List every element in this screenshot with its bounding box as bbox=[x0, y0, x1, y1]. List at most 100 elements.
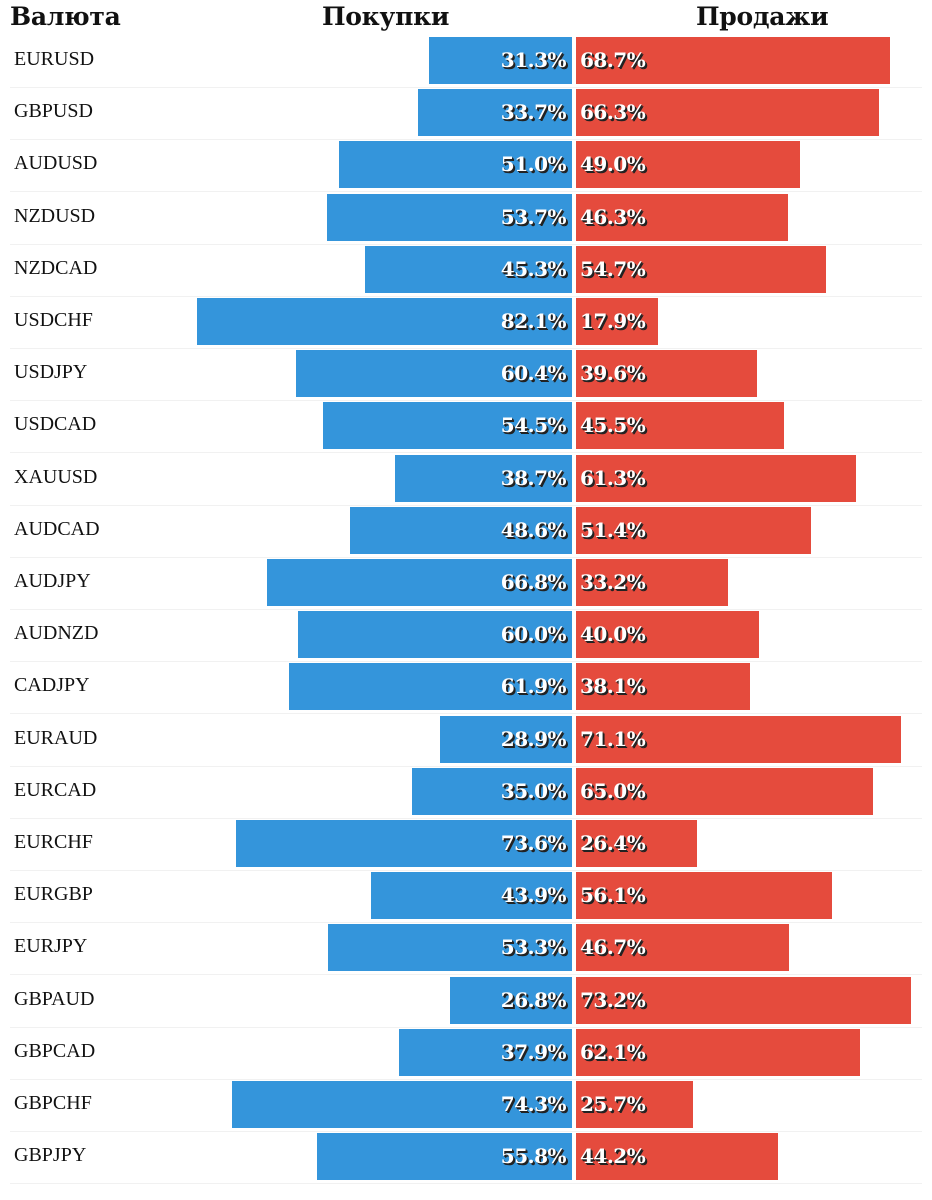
buy-value-label: 54.5% bbox=[500, 413, 567, 438]
sell-bar bbox=[576, 924, 790, 972]
sell-bar bbox=[576, 976, 911, 1024]
buy-value-label: 53.7% bbox=[500, 204, 567, 229]
buy-bar bbox=[412, 767, 572, 815]
buy-bar bbox=[326, 193, 572, 241]
row-divider bbox=[10, 452, 922, 454]
sell-value-label: 62.1% bbox=[580, 1039, 646, 1064]
buy-value-label: 28.9% bbox=[500, 726, 567, 751]
table-row: GBPJPY 55.8% 44.2% bbox=[0, 1132, 932, 1185]
row-divider bbox=[10, 556, 922, 558]
buy-value-label: 61.9% bbox=[500, 674, 567, 699]
column-header-currency: Валюта bbox=[10, 2, 121, 31]
buy-value-label: 45.3% bbox=[500, 256, 567, 281]
currency-pair-label: USDJPY bbox=[14, 361, 88, 384]
currency-pair-label: AUDUSD bbox=[14, 152, 98, 175]
currency-pair-label: NZDUSD bbox=[14, 204, 96, 227]
row-divider bbox=[10, 87, 922, 88]
sell-bar bbox=[576, 350, 757, 398]
table-row: EURCAD 35.0% 65.0% bbox=[0, 767, 932, 819]
currency-pair-label: GBPJPY bbox=[14, 1144, 87, 1167]
sell-value-label: 61.3% bbox=[580, 465, 646, 490]
buy-bar bbox=[289, 663, 572, 711]
row-divider bbox=[10, 400, 922, 402]
sell-value-label: 45.5% bbox=[580, 413, 646, 438]
buy-value-label: 66.8% bbox=[500, 570, 567, 594]
sell-bar bbox=[576, 298, 658, 345]
buy-bar bbox=[428, 37, 572, 84]
row-divider bbox=[10, 191, 922, 193]
sell-bar bbox=[576, 767, 874, 815]
currency-pair-label: USDCAD bbox=[14, 413, 97, 436]
table-row: NZDCAD 45.3% 54.7% bbox=[0, 245, 932, 297]
table-row: AUDCAD 48.6% 51.4% bbox=[0, 506, 932, 558]
sell-value-label: 73.2% bbox=[580, 987, 646, 1012]
currency-pair-label: GBPUSD bbox=[14, 100, 93, 123]
table-row: EURUSD 31.3% 68.7% bbox=[0, 36, 932, 88]
currency-pair-label: GBPCHF bbox=[14, 1092, 92, 1114]
buy-bar bbox=[322, 402, 572, 450]
table-row: AUDUSD 51.0% 49.0% bbox=[0, 140, 932, 193]
sell-bar bbox=[576, 1028, 860, 1076]
sell-value-label: 51.4% bbox=[580, 517, 646, 542]
buy-bar bbox=[417, 89, 572, 137]
buy-bar bbox=[297, 611, 572, 659]
buy-value-label: 33.7% bbox=[500, 100, 567, 125]
sell-bar bbox=[576, 506, 811, 554]
table-row: GBPCHF 74.3% 25.7% bbox=[0, 1080, 932, 1132]
sell-value-label: 68.7% bbox=[580, 48, 646, 72]
sell-bar bbox=[576, 141, 800, 189]
table-row: GBPUSD 33.7% 66.3% bbox=[0, 88, 932, 141]
buy-bar bbox=[338, 141, 572, 189]
buy-bar bbox=[371, 872, 572, 920]
currency-pair-label: USDCHF bbox=[14, 309, 93, 331]
sell-bar bbox=[576, 611, 759, 659]
currency-pair-label: GBPCAD bbox=[14, 1039, 96, 1062]
buy-value-label: 26.8% bbox=[500, 987, 567, 1012]
table-row: EURAUD 28.9% 71.1% bbox=[0, 715, 932, 767]
sell-value-label: 54.7% bbox=[580, 256, 646, 281]
sell-bar bbox=[576, 663, 751, 711]
buy-bar bbox=[316, 1133, 572, 1181]
sell-value-label: 26.4% bbox=[580, 831, 646, 855]
buy-value-label: 60.4% bbox=[500, 361, 567, 386]
row-divider bbox=[10, 661, 922, 663]
currency-pair-label: AUDNZD bbox=[14, 622, 99, 645]
sell-bar bbox=[576, 715, 901, 763]
row-divider bbox=[10, 243, 922, 245]
row-divider bbox=[10, 1078, 922, 1080]
row-divider bbox=[10, 348, 922, 349]
buy-bar bbox=[349, 506, 572, 554]
row-divider bbox=[10, 295, 922, 297]
sell-bar bbox=[576, 402, 784, 450]
sell-value-label: 46.7% bbox=[580, 935, 646, 960]
buy-value-label: 74.3% bbox=[500, 1092, 567, 1116]
buy-value-label: 31.3% bbox=[500, 48, 567, 72]
buy-bar bbox=[196, 298, 572, 345]
row-divider bbox=[10, 1131, 922, 1132]
row-divider bbox=[10, 609, 922, 610]
row-divider bbox=[10, 974, 922, 976]
currency-pair-label: EURGBP bbox=[14, 883, 93, 906]
row-divider bbox=[10, 713, 922, 715]
buy-bar bbox=[266, 559, 572, 606]
buy-value-label: 73.6% bbox=[500, 831, 567, 855]
buy-value-label: 35.0% bbox=[500, 778, 567, 803]
currency-pair-label: AUDCAD bbox=[14, 517, 100, 540]
sell-value-label: 25.7% bbox=[580, 1092, 646, 1116]
row-divider bbox=[10, 922, 922, 924]
sell-bar bbox=[576, 1133, 778, 1181]
currency-pair-label: GBPAUD bbox=[14, 987, 95, 1010]
buy-value-label: 48.6% bbox=[500, 517, 567, 542]
table-row: AUDJPY 66.8% 33.2% bbox=[0, 558, 932, 610]
row-divider bbox=[10, 1026, 922, 1028]
sell-value-label: 38.1% bbox=[580, 674, 646, 699]
currency-pair-label: EURAUD bbox=[14, 726, 98, 749]
currency-pair-label: EURCAD bbox=[14, 778, 97, 801]
table-row: EURCHF 73.6% 26.4% bbox=[0, 819, 932, 871]
buy-value-label: 38.7% bbox=[500, 465, 567, 490]
row-divider bbox=[10, 139, 922, 141]
table-row: EURGBP 43.9% 56.1% bbox=[0, 871, 932, 924]
currency-pair-label: EURJPY bbox=[14, 935, 88, 958]
buy-bar bbox=[295, 350, 572, 398]
